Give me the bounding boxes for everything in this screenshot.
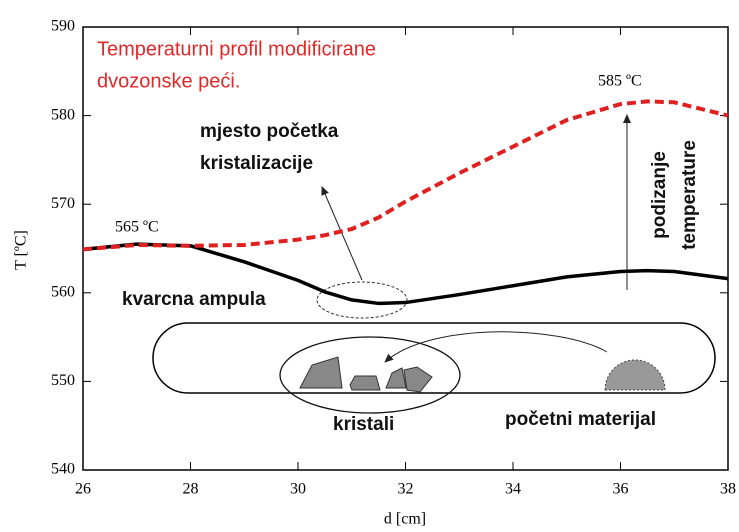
ampoule	[152, 322, 716, 394]
annotation: kristali	[333, 414, 394, 435]
annotation: 585 ºC	[598, 73, 642, 90]
y-tick-label: 550	[51, 372, 75, 389]
y-tick-label: 560	[51, 283, 75, 300]
starting-material	[604, 359, 666, 391]
annotation: 565 ºC	[115, 219, 159, 236]
annotation: mjesto početka	[200, 121, 339, 142]
line	[82, 242, 729, 306]
annotation: podizanje	[649, 151, 670, 239]
plot-frame	[82, 26, 729, 471]
x-tick-label: 36	[613, 481, 629, 498]
annotation: kvarcna ampula	[122, 289, 266, 310]
y-tick-label: 580	[51, 106, 75, 123]
y-tick-label: 590	[51, 18, 75, 35]
title: Temperaturni profil modificirane	[97, 38, 376, 60]
y-tick-label: 570	[51, 195, 75, 212]
annotation: početni materijal	[505, 409, 656, 430]
annotation: kristalizacije	[200, 153, 313, 174]
site-ellipse	[316, 281, 408, 319]
site-arrow	[321, 186, 363, 281]
y-tick-label: 540	[51, 461, 75, 478]
crystal-ellipse	[279, 336, 461, 414]
title: dvozonske peći.	[97, 70, 240, 92]
x-tick-label: 32	[398, 481, 414, 498]
x-tick-label: 34	[505, 481, 521, 498]
y-axis-label: T [ºC]	[13, 230, 30, 270]
annotation: temperature	[679, 140, 700, 250]
x-tick-label: 28	[183, 481, 199, 498]
x-tick-label: 30	[290, 481, 306, 498]
line	[82, 99, 729, 252]
crystals	[299, 356, 433, 393]
x-axis-label: d [cm]	[384, 511, 426, 528]
x-tick-label: 38	[720, 481, 736, 498]
x-tick-label: 26	[75, 481, 91, 498]
transport-arrow	[384, 331, 608, 363]
